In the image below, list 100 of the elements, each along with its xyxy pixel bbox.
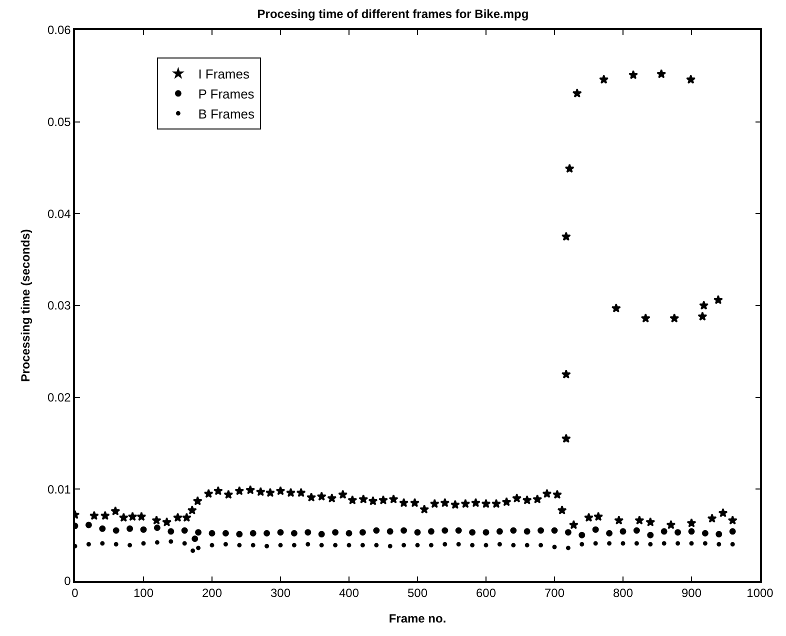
point	[470, 542, 475, 548]
point	[359, 529, 366, 536]
point	[292, 542, 296, 548]
point	[511, 542, 516, 548]
point	[332, 529, 339, 536]
point	[112, 527, 120, 534]
point	[374, 542, 379, 548]
y-tick-label: 0	[64, 574, 72, 588]
point	[386, 528, 394, 535]
point	[290, 530, 298, 536]
point	[190, 548, 196, 553]
point	[593, 541, 598, 546]
point	[688, 528, 695, 535]
point	[128, 542, 132, 548]
point	[524, 528, 530, 535]
point	[99, 525, 106, 532]
point	[304, 529, 312, 536]
point	[140, 526, 147, 533]
point	[126, 525, 134, 532]
point	[674, 529, 682, 536]
x-tick-label: 100	[133, 586, 154, 600]
point	[415, 542, 420, 548]
point	[442, 542, 448, 547]
y-tick-label: 0.04	[47, 206, 72, 221]
point	[497, 542, 502, 547]
point	[566, 546, 570, 550]
point	[702, 541, 708, 546]
point	[318, 530, 325, 538]
point	[660, 528, 668, 535]
point	[86, 542, 91, 547]
legend-label: P Frames	[198, 86, 255, 102]
point	[222, 530, 229, 536]
chart-title: Procesing time of different frames for Bike.mpg	[257, 6, 529, 21]
y-tick-label: 0.03	[47, 298, 72, 313]
point	[551, 527, 558, 534]
point	[388, 544, 392, 548]
point	[346, 542, 352, 548]
point	[237, 542, 242, 548]
point	[606, 530, 613, 536]
x-tick-label: 800	[612, 586, 634, 600]
point	[100, 541, 105, 546]
point	[496, 528, 503, 535]
point	[278, 542, 283, 548]
point	[208, 530, 216, 536]
point	[634, 541, 639, 546]
point	[250, 542, 256, 548]
point	[510, 527, 517, 534]
point	[676, 541, 680, 546]
point	[552, 544, 557, 550]
point	[633, 527, 640, 534]
x-tick-label: 300	[270, 586, 291, 600]
point	[196, 546, 201, 550]
point	[578, 532, 586, 538]
point	[647, 532, 654, 538]
point	[346, 530, 352, 536]
point	[114, 542, 118, 547]
y-tick-label: 0.02	[47, 390, 72, 405]
x-tick-label: 1000	[746, 586, 774, 600]
point	[730, 542, 735, 547]
x-tick-label: 700	[544, 586, 565, 600]
legend-label: I Frames	[198, 66, 250, 82]
point	[195, 529, 202, 536]
point	[168, 539, 174, 544]
y-axis-title: Processing time (seconds)	[18, 229, 32, 382]
point	[414, 529, 421, 536]
point	[168, 528, 174, 535]
point	[729, 528, 736, 535]
point	[154, 540, 160, 545]
point	[236, 530, 243, 538]
point	[250, 530, 256, 536]
point	[689, 541, 694, 546]
point	[373, 527, 380, 534]
point	[333, 542, 338, 548]
point	[484, 542, 488, 548]
x-tick-label: 600	[476, 586, 496, 600]
point	[85, 522, 92, 528]
y-tick-label: 0.05	[47, 115, 72, 130]
point	[141, 541, 146, 546]
point	[620, 541, 626, 546]
x-tick-label: 500	[407, 586, 428, 600]
point	[400, 527, 408, 534]
point	[306, 542, 310, 547]
point	[264, 530, 270, 536]
point	[402, 542, 406, 548]
point	[592, 526, 599, 533]
point	[564, 529, 572, 536]
point	[360, 542, 365, 548]
point	[538, 527, 544, 534]
point	[428, 542, 434, 548]
point	[264, 544, 270, 548]
x-tick-label: 200	[202, 586, 222, 600]
point	[702, 530, 708, 536]
point	[223, 542, 228, 547]
point	[277, 529, 284, 536]
point	[716, 542, 722, 547]
x-axis-title: Frame no.	[388, 612, 446, 626]
point	[482, 529, 490, 536]
point	[428, 528, 434, 535]
y-tick-label: 0.01	[47, 482, 72, 496]
x-tick-label: 400	[338, 586, 360, 600]
